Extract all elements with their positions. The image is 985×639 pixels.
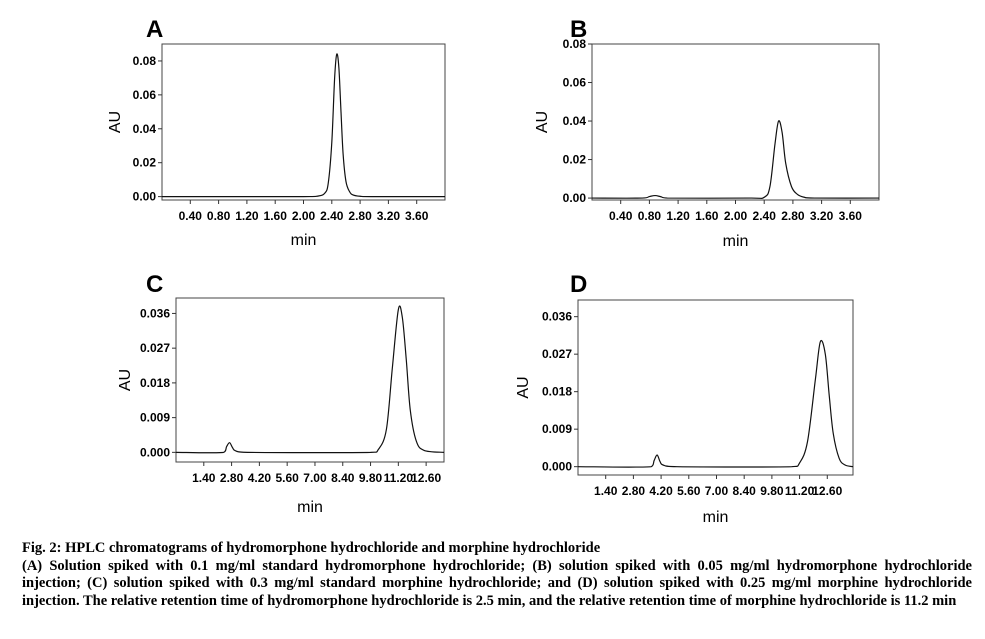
x-axis-title: min bbox=[703, 509, 729, 526]
x-tick-label: 4.20 bbox=[649, 484, 673, 498]
chromatogram-trace bbox=[162, 53, 446, 198]
plot-frame bbox=[175, 297, 445, 463]
y-tick-label: 0.018 bbox=[140, 376, 170, 390]
y-tick-label: 0.04 bbox=[563, 114, 587, 128]
y-tick-label: 0.06 bbox=[133, 88, 157, 102]
x-tick-label: 2.80 bbox=[220, 471, 244, 485]
y-axis-title: AU bbox=[107, 111, 124, 133]
x-tick-label: 0.80 bbox=[207, 209, 231, 223]
x-tick-label: 2.80 bbox=[781, 209, 805, 223]
x-tick-label: 2.40 bbox=[320, 209, 344, 223]
chromatogram-trace bbox=[175, 305, 445, 454]
x-tick-label: 1.40 bbox=[594, 484, 618, 498]
chromatogram-trace bbox=[577, 339, 854, 468]
x-tick-label: 2.00 bbox=[724, 209, 748, 223]
y-axis-title: AU bbox=[515, 376, 532, 398]
chromatogram-trace bbox=[591, 120, 880, 199]
y-tick-label: 0.009 bbox=[140, 411, 170, 425]
panel-letter: D bbox=[570, 271, 587, 298]
y-tick-label: 0.06 bbox=[563, 76, 587, 90]
panel-letter: C bbox=[146, 271, 163, 298]
x-tick-label: 0.40 bbox=[609, 209, 633, 223]
caption-body: (A) Solution spiked with 0.1 mg/ml stand… bbox=[22, 557, 972, 609]
x-tick-label: 12.60 bbox=[812, 484, 842, 498]
x-tick-label: 2.40 bbox=[753, 209, 777, 223]
y-tick-label: 0.00 bbox=[563, 191, 587, 205]
y-axis-title: AU bbox=[534, 111, 551, 133]
x-tick-label: 7.00 bbox=[303, 471, 327, 485]
y-tick-label: 0.02 bbox=[133, 156, 157, 170]
y-tick-label: 0.08 bbox=[133, 54, 157, 68]
x-tick-label: 9.80 bbox=[359, 471, 383, 485]
panel-letter: B bbox=[570, 16, 587, 43]
y-tick-label: 0.08 bbox=[563, 37, 587, 51]
x-tick-label: 8.40 bbox=[331, 471, 355, 485]
y-tick-label: 0.027 bbox=[542, 347, 572, 361]
plot-frame bbox=[161, 43, 446, 201]
y-tick-label: 0.036 bbox=[542, 310, 572, 324]
x-tick-label: 8.40 bbox=[733, 484, 757, 498]
x-axis-title: min bbox=[297, 499, 323, 516]
x-tick-label: 0.40 bbox=[179, 209, 203, 223]
x-tick-label: 1.40 bbox=[192, 471, 216, 485]
x-tick-label: 3.60 bbox=[405, 209, 429, 223]
chromatogram-canvas: A 0.00 0.02 0.04 0.06 0.08 0.40 0.80 1.20 1.60 2.0… bbox=[107, 16, 880, 526]
y-tick-label: 0.02 bbox=[563, 153, 587, 167]
chart-panel-b: B 0.00 0.02 0.04 0.06 0.08 0.40 0.80 1.20 1.60 2.0… bbox=[534, 16, 880, 250]
y-tick-label: 0.04 bbox=[133, 122, 157, 136]
y-tick-label: 0.00 bbox=[133, 190, 157, 204]
x-tick-label: 1.20 bbox=[235, 209, 259, 223]
y-tick-label: 0.027 bbox=[140, 341, 170, 355]
chart-panel-a: A 0.00 0.02 0.04 0.06 0.08 0.40 0.80 1.20 1.60 2.0… bbox=[107, 16, 446, 249]
x-tick-label: 2.80 bbox=[622, 484, 646, 498]
figure-caption: Fig. 2: HPLC chromatograms of hydromorph… bbox=[22, 540, 972, 610]
x-tick-label: 5.60 bbox=[677, 484, 701, 498]
x-tick-label: 4.20 bbox=[248, 471, 272, 485]
caption-title: Fig. 2: HPLC chromatograms of hydromorph… bbox=[22, 540, 601, 556]
x-axis-title: min bbox=[723, 233, 749, 250]
y-tick-label: 0.000 bbox=[542, 460, 572, 474]
x-tick-label: 3.60 bbox=[839, 209, 863, 223]
x-tick-label: 1.20 bbox=[666, 209, 690, 223]
y-tick-label: 0.018 bbox=[542, 385, 572, 399]
plot-frame bbox=[577, 299, 854, 476]
chart-panel-c: C 0.000 0.009 0.018 0.027 0.036 1.40 2.80 4.20 5.… bbox=[117, 271, 445, 516]
x-tick-label: 11.20 bbox=[384, 471, 414, 485]
x-tick-label: 12.60 bbox=[411, 471, 441, 485]
chart-panel-d: D 0.000 0.009 0.018 0.027 0.036 1.40 2.80 4.20 5.… bbox=[515, 271, 854, 526]
x-tick-label: 2.00 bbox=[292, 209, 316, 223]
y-tick-label: 0.036 bbox=[140, 306, 170, 320]
x-tick-label: 5.60 bbox=[275, 471, 299, 485]
y-axis-title: AU bbox=[117, 369, 134, 391]
x-tick-label: 1.60 bbox=[695, 209, 719, 223]
x-tick-label: 3.20 bbox=[377, 209, 401, 223]
x-tick-label: 11.20 bbox=[785, 484, 815, 498]
x-tick-label: 0.80 bbox=[638, 209, 662, 223]
y-tick-label: 0.009 bbox=[542, 422, 572, 436]
x-tick-label: 7.00 bbox=[705, 484, 729, 498]
y-tick-label: 0.000 bbox=[140, 445, 170, 459]
panel-letter: A bbox=[146, 16, 163, 43]
x-tick-label: 3.20 bbox=[810, 209, 834, 223]
chromatogram-figure: A 0.00 0.02 0.04 0.06 0.08 0.40 0.80 1.20 1.60 2.0… bbox=[107, 16, 880, 526]
x-axis-title: min bbox=[291, 232, 317, 249]
plot-frame bbox=[591, 43, 880, 201]
x-tick-label: 9.80 bbox=[760, 484, 784, 498]
x-tick-label: 2.80 bbox=[348, 209, 372, 223]
x-tick-label: 1.60 bbox=[264, 209, 288, 223]
